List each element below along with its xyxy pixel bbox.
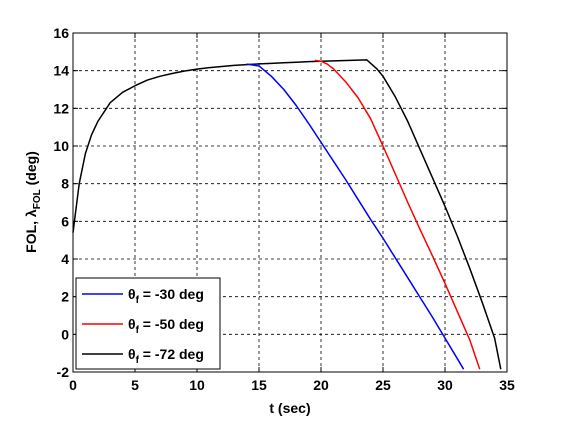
- x-tick-label: 35: [499, 377, 515, 393]
- x-tick-label: 25: [375, 377, 391, 393]
- x-tick-label: 30: [437, 377, 453, 393]
- y-tick-label: 12: [53, 100, 69, 116]
- legend-label: θf = -30 deg: [128, 286, 204, 306]
- series-line: [72, 59, 502, 370]
- x-tick-label: 5: [131, 377, 139, 393]
- y-tick-label: 6: [61, 213, 69, 229]
- y-tick-label: 14: [53, 63, 69, 79]
- legend-label: θf = -50 deg: [128, 316, 204, 336]
- legend: θf = -30 deg θf = -50 deg θf = -72 deg: [75, 277, 221, 370]
- legend-label: θf = -72 deg: [128, 346, 204, 366]
- y-tick-label: 8: [61, 176, 69, 192]
- x-tick-label: 0: [69, 377, 77, 393]
- series-line: [314, 59, 481, 370]
- y-tick-label: 16: [53, 25, 69, 41]
- y-tick-label: 0: [61, 326, 69, 342]
- plot-frame: [72, 32, 508, 373]
- x-tick-label: 15: [251, 377, 267, 393]
- y-tick-label: 10: [53, 138, 69, 154]
- y-axis-title-main: FOL,: [23, 217, 39, 253]
- y-axis-title: FOL, λFOL (deg): [23, 151, 43, 253]
- y-tick-label: 4: [61, 251, 69, 267]
- y-tick-label: 2: [61, 289, 69, 305]
- y-axis-title-unit: (deg): [23, 151, 39, 189]
- x-tick-label: 10: [189, 377, 205, 393]
- x-axis-title: t (sec): [269, 400, 310, 416]
- y-axis-title-lambda: λ: [23, 209, 39, 217]
- x-tick-label: 20: [313, 377, 329, 393]
- series-line: [246, 63, 465, 370]
- grid: [73, 33, 507, 372]
- series-layer: [72, 59, 502, 370]
- y-tick-label: -2: [57, 364, 70, 380]
- y-axis-title-subscript: FOL: [32, 189, 43, 209]
